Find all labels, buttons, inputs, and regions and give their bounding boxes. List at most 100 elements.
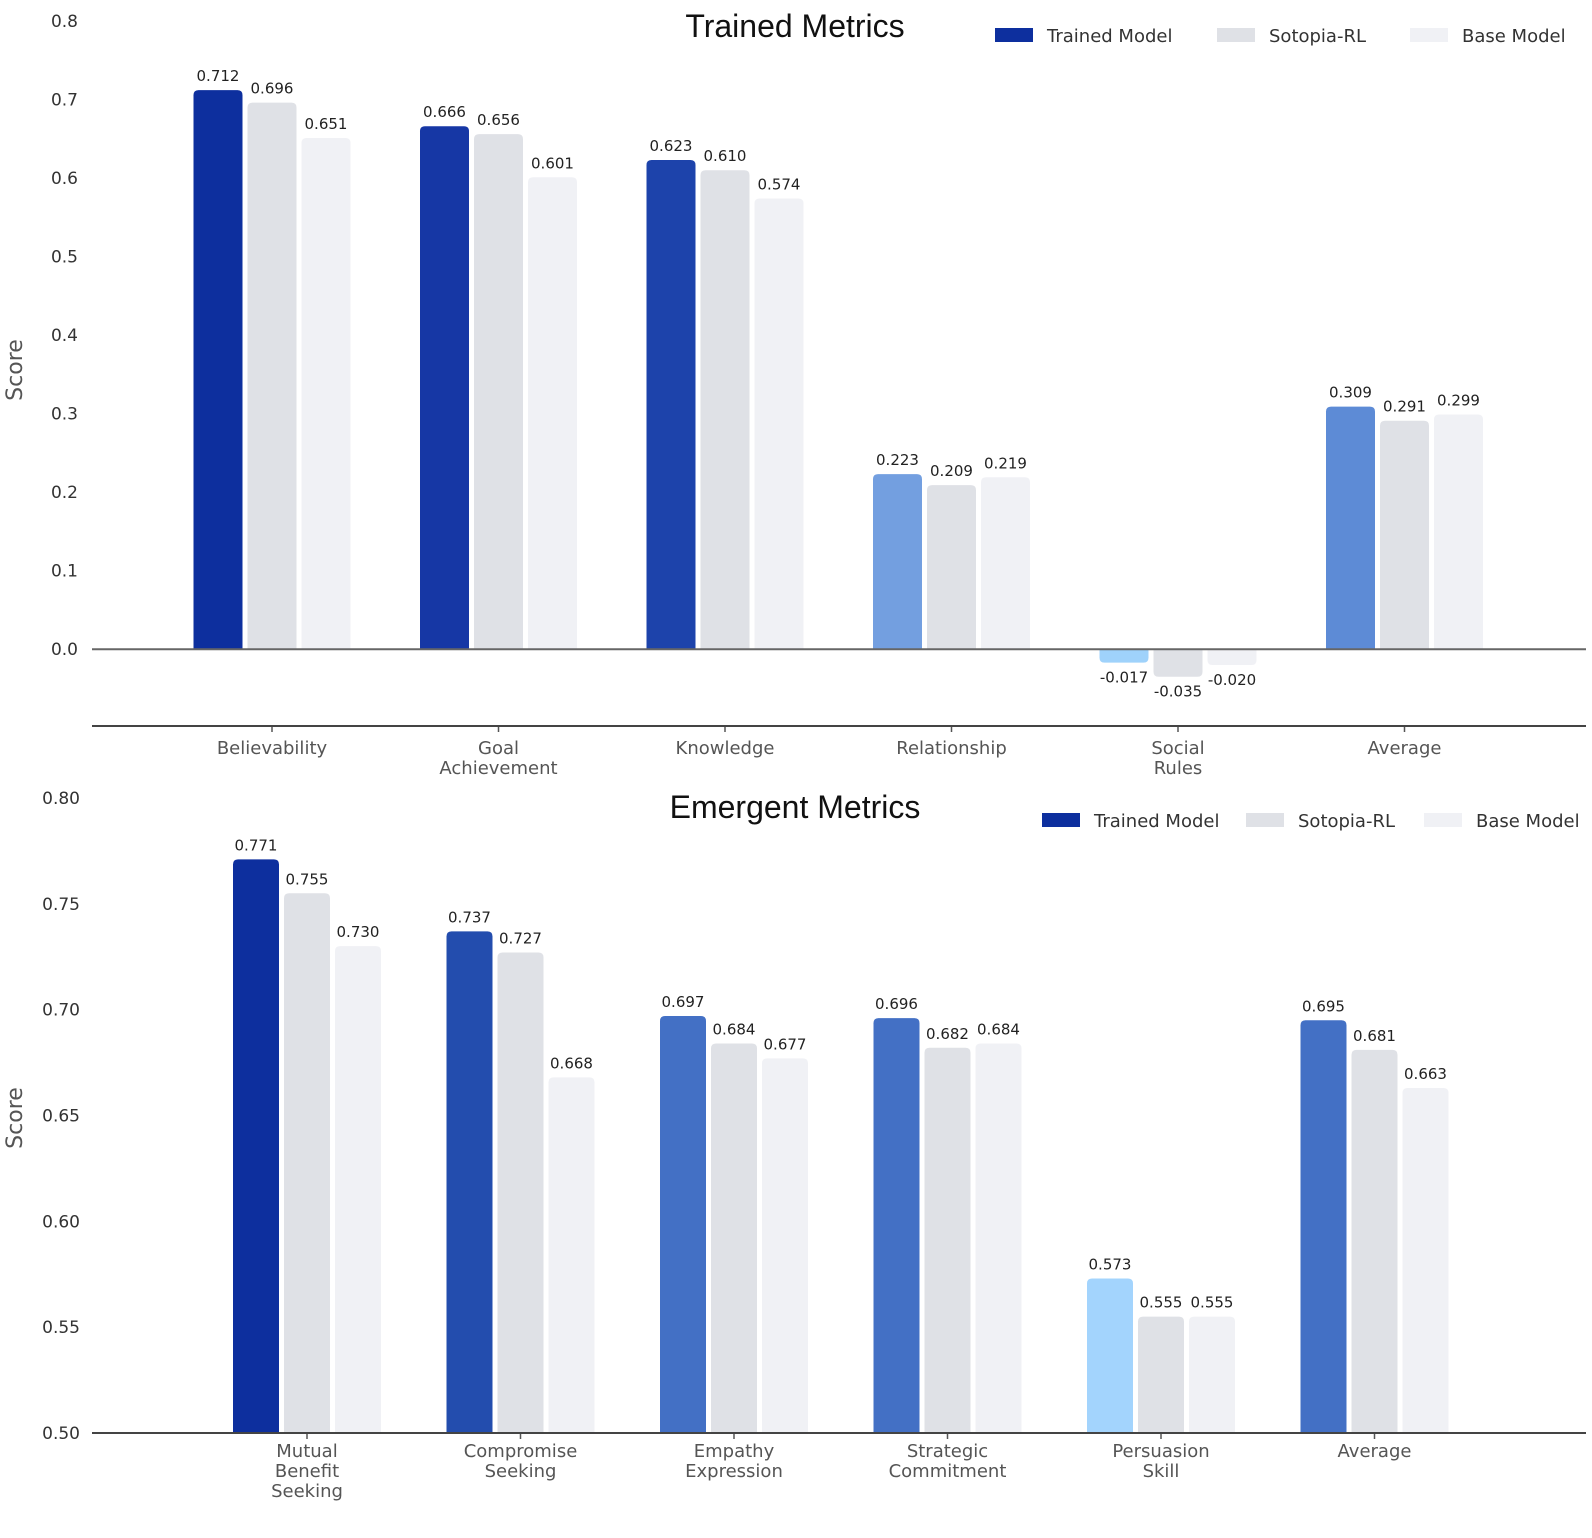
chart-0-legend-label: Base Model: [1462, 26, 1566, 47]
chart-0-y-tick-label: 0.6: [51, 169, 78, 189]
chart-1-bar-trained-model: [1087, 1278, 1133, 1433]
chart-1-y-tick-label: 0.70: [42, 1001, 80, 1021]
chart-0-bar-trained-model: [193, 90, 243, 650]
chart-1-title: Emergent Metrics: [670, 789, 921, 825]
chart-0-legend-swatch: [1217, 28, 1255, 42]
chart-0-data-label: 0.299: [1437, 391, 1480, 409]
chart-1-y-tick-label: 0.55: [42, 1318, 80, 1338]
chart-0-y-tick-label: 0.7: [51, 91, 78, 111]
chart-1-data-label: 0.677: [764, 1035, 807, 1053]
chart-1-data-label: 0.684: [713, 1021, 756, 1039]
chart-0-data-label: 0.712: [197, 67, 240, 85]
chart-0-bar-sotopia-rl: [1153, 649, 1203, 677]
chart-1-category-label: Persuasion: [1112, 1441, 1209, 1462]
chart-1-data-label: 0.755: [286, 870, 329, 888]
chart-1-category-label: Seeking: [485, 1461, 557, 1482]
chart-1-bar-trained-model: [1300, 1020, 1347, 1433]
chart-0-data-label: -0.020: [1208, 671, 1256, 689]
chart-0-data-label: 0.623: [650, 137, 693, 155]
chart-0-bar-base-model: [528, 177, 577, 650]
chart-1-data-label: 0.668: [550, 1054, 593, 1072]
chart-1-y-tick-label: 0.50: [42, 1424, 80, 1444]
chart-0-y-tick-label: 0.8: [51, 12, 78, 32]
chart-1-legend-swatch: [1424, 813, 1462, 827]
chart-0-bar-base-model: [754, 198, 804, 650]
chart-1-bar-trained-model: [873, 1018, 920, 1433]
chart-1-category-label: Empathy: [694, 1441, 775, 1462]
chart-0-data-label: -0.035: [1154, 683, 1202, 701]
chart-0-bar-trained-model: [646, 160, 696, 650]
chart-1-data-label: 0.681: [1353, 1027, 1396, 1045]
chart-1-legend-label: Trained Model: [1093, 811, 1219, 832]
chart-0-bar-trained-model: [1326, 406, 1375, 650]
chart-0-data-label: 0.223: [876, 451, 919, 469]
chart-0-bar-base-model: [981, 477, 1030, 650]
chart-0-data-label: 0.651: [305, 115, 348, 133]
chart-0-y-tick-label: 0.5: [51, 248, 78, 268]
chart-0-title: Trained Metrics: [685, 8, 904, 44]
chart-1-y-tick-label: 0.75: [42, 895, 80, 915]
chart-0-y-axis-title: Score: [3, 339, 28, 401]
chart-0-bar-base-model: [1207, 649, 1257, 665]
chart-1-legend-swatch: [1042, 813, 1080, 827]
chart-0-bar-sotopia-rl: [247, 102, 297, 650]
chart-0-category-label: Average: [1368, 738, 1442, 759]
chart-0-data-label: 0.574: [758, 175, 801, 193]
chart-1-bar-sotopia-rl: [1351, 1049, 1398, 1433]
chart-1-category-label: Benefit: [275, 1461, 339, 1482]
chart-1-category-label: Skill: [1143, 1461, 1180, 1482]
chart-0-y-tick-label: 0.0: [51, 640, 78, 660]
chart-1-data-label: 0.697: [662, 993, 705, 1011]
chart-0-category-label: Social: [1151, 738, 1204, 759]
chart-0-data-label: 0.309: [1329, 384, 1372, 402]
chart-1-bar-sotopia-rl: [711, 1043, 757, 1433]
chart-0-bar-base-model: [301, 138, 351, 650]
chart-1-data-label: 0.684: [977, 1021, 1020, 1039]
chart-1-category-label: Compromise: [464, 1441, 578, 1462]
chart-1-y-tick-label: 0.65: [42, 1107, 80, 1127]
chart-0-bar-sotopia-rl: [1380, 420, 1429, 650]
chart-1-bar-base-model: [1402, 1087, 1449, 1433]
chart-1-category-label: Expression: [685, 1461, 783, 1482]
chart-0-bar-trained-model: [420, 126, 469, 650]
chart-0-category-label: Rules: [1154, 758, 1203, 779]
chart-0-y-tick-label: 0.2: [51, 483, 78, 503]
chart-1-y-tick-label: 0.80: [42, 789, 80, 809]
chart-1-bar-base-model: [548, 1077, 595, 1433]
chart-1-legend-label: Sotopia-RL: [1298, 811, 1395, 832]
chart-1-y-tick-label: 0.60: [42, 1212, 80, 1232]
chart-0-data-label: 0.666: [423, 103, 466, 121]
chart-1-data-label: 0.682: [926, 1025, 969, 1043]
chart-1-bar-base-model: [975, 1043, 1022, 1433]
chart-0-y-tick-label: 0.1: [51, 562, 78, 582]
chart-0-category-label: Relationship: [896, 738, 1007, 759]
chart-1-bar-sotopia-rl: [1138, 1316, 1184, 1433]
chart-1-bar-trained-model: [446, 931, 493, 1433]
chart-0-data-label: -0.017: [1100, 669, 1148, 687]
emergent-metrics-chart: 0.50 0.55 0.60 0.65 0.70 0.75 0.80 Score Emergen…: [3, 789, 1586, 1502]
chart-0-y-tick-label: 0.3: [51, 405, 78, 425]
chart-0-data-label: 0.601: [531, 154, 574, 172]
chart-1-bar-base-model: [1189, 1316, 1235, 1433]
chart-0-category-label: Achievement: [439, 758, 557, 779]
chart-1-category-label: Strategic: [907, 1441, 988, 1462]
chart-0-data-label: 0.610: [704, 147, 747, 165]
chart-1-data-label: 0.663: [1404, 1065, 1447, 1083]
chart-1-data-label: 0.771: [235, 836, 278, 854]
chart-0-legend-label: Trained Model: [1046, 26, 1172, 47]
chart-0-bar-sotopia-rl: [927, 485, 976, 650]
chart-1-data-label: 0.727: [499, 930, 542, 948]
chart-0-legend-label: Sotopia-RL: [1269, 26, 1366, 47]
chart-0-legend-swatch: [1410, 28, 1448, 42]
chart-1-bar-sotopia-rl: [497, 952, 544, 1433]
chart-1-bar-trained-model: [233, 859, 279, 1433]
chart-1-data-label: 0.555: [1191, 1294, 1234, 1312]
chart-1-y-axis-title: Score: [3, 1087, 28, 1149]
chart-0-category-label: Believability: [217, 738, 328, 759]
chart-0-bar-sotopia-rl: [700, 170, 750, 650]
chart-1-data-label: 0.555: [1140, 1294, 1183, 1312]
chart-1-category-label: Commitment: [889, 1461, 1007, 1482]
chart-1-data-label: 0.696: [875, 995, 918, 1013]
chart-0-data-label: 0.209: [930, 462, 973, 480]
